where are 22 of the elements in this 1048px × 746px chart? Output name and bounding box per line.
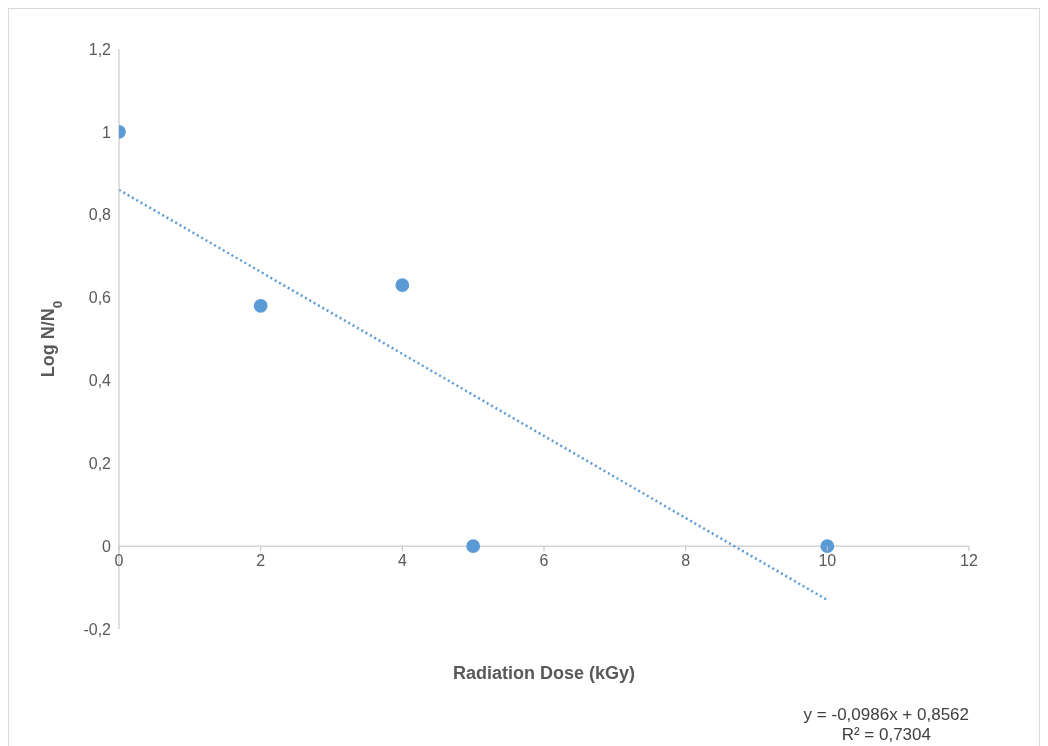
y-tick-label: -0,2 <box>83 620 112 638</box>
point <box>395 278 410 293</box>
x-tick-label: 4 <box>397 552 407 570</box>
x-tick-label: 8 <box>681 552 691 570</box>
x-tick-label: 2 <box>256 552 266 570</box>
point <box>253 298 268 313</box>
x-axis-title: Radiation Dose (kGy) <box>452 663 636 683</box>
x-tick-label: 6 <box>539 552 549 570</box>
y-tick-label: 1 <box>102 123 112 141</box>
x-tick-label: 0 <box>114 552 124 570</box>
point <box>466 539 481 554</box>
y-tick-label: 1,2 <box>88 40 112 58</box>
y-tick-label: 0,6 <box>88 289 112 307</box>
x-tick-label: 12 <box>960 552 978 570</box>
y-tick-label: 0,2 <box>88 454 112 472</box>
y-tick-label: 0 <box>102 537 112 555</box>
point <box>820 539 835 554</box>
x-tick-label: 10 <box>818 552 837 570</box>
text: y = -0,0986x + 0,8562 <box>803 705 969 725</box>
y-tick-label: 0,4 <box>88 372 112 390</box>
y-tick-label: 0,8 <box>88 206 112 224</box>
text: R² = 0,7304 <box>840 725 932 745</box>
